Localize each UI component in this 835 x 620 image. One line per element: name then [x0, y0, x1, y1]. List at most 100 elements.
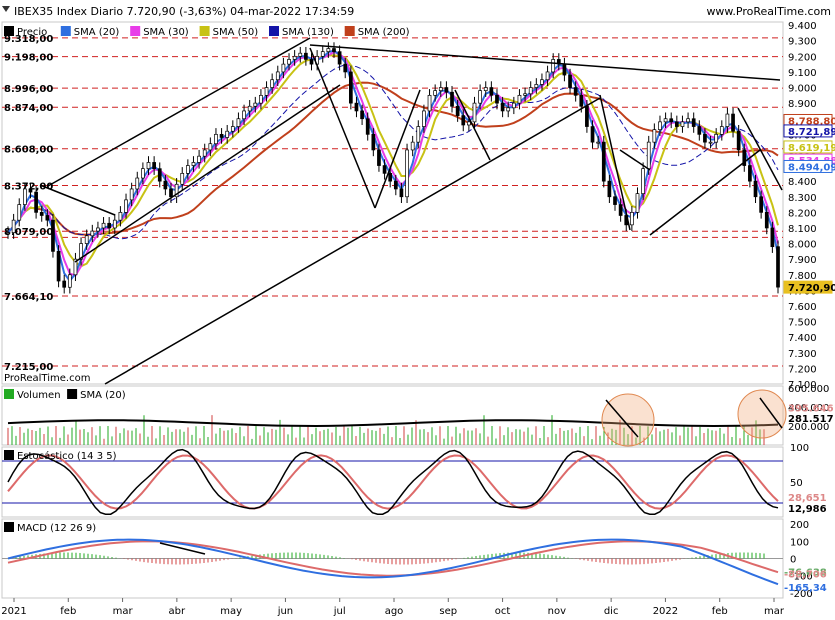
trend-line	[454, 89, 491, 161]
price-candle	[202, 149, 207, 157]
x-axis-tick: ago	[385, 606, 404, 617]
price-axis-tick: 8.400	[788, 177, 817, 188]
price-candle	[674, 121, 679, 127]
price-candle	[523, 93, 527, 96]
volume-axis-tick: 600.000	[788, 384, 829, 395]
trend-line	[47, 37, 311, 187]
price-candle	[641, 168, 645, 194]
price-candle	[410, 141, 415, 151]
price-candle	[281, 63, 286, 73]
price-candle	[399, 188, 404, 198]
trend-line	[39, 184, 116, 216]
price-candle	[697, 126, 702, 135]
trend-line	[309, 47, 376, 209]
price-candle	[39, 212, 44, 216]
price-candle	[427, 94, 432, 112]
x-axis-tick: jul	[333, 606, 346, 617]
sma-200-line	[7, 81, 779, 236]
pane-frame-price	[1, 21, 784, 385]
trend-line	[159, 542, 206, 555]
x-axis-tick: mar	[113, 606, 134, 617]
price-candle	[573, 87, 578, 96]
price-candle	[247, 105, 252, 112]
price-candle	[450, 91, 454, 107]
price-candle	[62, 280, 67, 288]
trend-line	[649, 149, 761, 236]
price-candle	[725, 113, 730, 127]
price-candle	[495, 94, 499, 104]
price-candle	[534, 84, 539, 88]
highlight-circle	[737, 389, 787, 439]
trend-line	[599, 94, 631, 231]
collapse-icon[interactable]	[2, 6, 10, 14]
trend-line	[759, 397, 783, 429]
price-candle	[511, 102, 516, 109]
legend-label: SMA (20)	[80, 390, 126, 401]
price-candle	[197, 155, 201, 163]
x-axis-tick: nov	[548, 606, 566, 617]
price-axis-tick: 9.100	[788, 68, 817, 79]
price-candle	[590, 126, 595, 143]
price-candle	[562, 63, 567, 76]
trend-line	[619, 149, 651, 171]
price-value-label: 8.619,19	[788, 143, 835, 154]
volume-sma-line	[7, 419, 779, 428]
level-label: 8.079,00	[4, 227, 53, 238]
site-label[interactable]: www.ProRealTime.com	[706, 5, 831, 18]
legend-swatch	[4, 26, 14, 36]
price-candle	[478, 90, 482, 104]
price-axis-tick: 7.800	[788, 271, 817, 282]
x-axis-tick: feb	[60, 606, 76, 617]
price-candle	[776, 246, 780, 288]
watermark: ProRealTime.com	[4, 373, 90, 384]
level-label: 8.608,00	[4, 145, 53, 156]
legend-label: Estocástico (14 3 5)	[17, 450, 117, 462]
price-candle	[169, 188, 173, 198]
price-candle	[613, 196, 617, 205]
price-axis-tick: 7.600	[788, 302, 817, 313]
price-candle	[332, 48, 336, 52]
price-candle	[528, 87, 533, 95]
price-value-box	[783, 140, 833, 154]
trend-line	[374, 89, 421, 209]
x-axis-tick: dic	[604, 606, 619, 617]
price-candle	[326, 48, 331, 52]
price-axis-tick: 8.300	[788, 193, 817, 204]
price-candle	[618, 204, 623, 216]
price-candle	[680, 121, 685, 127]
price-candle	[669, 118, 674, 123]
price-axis-tick: 9.000	[788, 84, 817, 95]
price-candle	[275, 71, 280, 81]
price-candle	[186, 165, 190, 174]
price-candle	[253, 102, 258, 107]
legend-label: SMA (130)	[282, 27, 334, 38]
price-axis-tick: 8.100	[788, 224, 817, 235]
price-value-label: 8.721,89	[788, 127, 835, 138]
price-candle	[259, 94, 263, 104]
legend-swatch	[130, 26, 141, 36]
price-axis-tick: 8.200	[788, 208, 817, 219]
price-candle	[135, 177, 140, 190]
price-candle	[219, 133, 224, 138]
price-candle	[467, 121, 471, 126]
price-candle	[163, 180, 168, 190]
x-axis-tick: sep	[439, 606, 457, 617]
price-candle	[225, 130, 230, 138]
level-label: 7.215,00	[4, 362, 53, 373]
price-candle	[34, 191, 38, 213]
instrument-title: IBEX35 Index Diario 7.720,90 (-3,63%) 04…	[14, 5, 355, 18]
price-candle	[146, 162, 151, 170]
x-axis-tick: oct	[495, 606, 511, 617]
price-candle	[405, 149, 409, 198]
price-candle	[663, 118, 668, 123]
price-candle	[759, 196, 763, 213]
macd-axis-tick: -100	[790, 572, 813, 583]
price-value-label: 8.494,09	[788, 162, 835, 173]
price-candle	[579, 94, 584, 107]
price-candle	[652, 129, 657, 143]
price-candle	[371, 133, 376, 151]
x-axis-tick: jun	[277, 606, 293, 617]
legend-swatch	[4, 389, 14, 399]
macd-axis-tick: -200	[790, 589, 813, 600]
